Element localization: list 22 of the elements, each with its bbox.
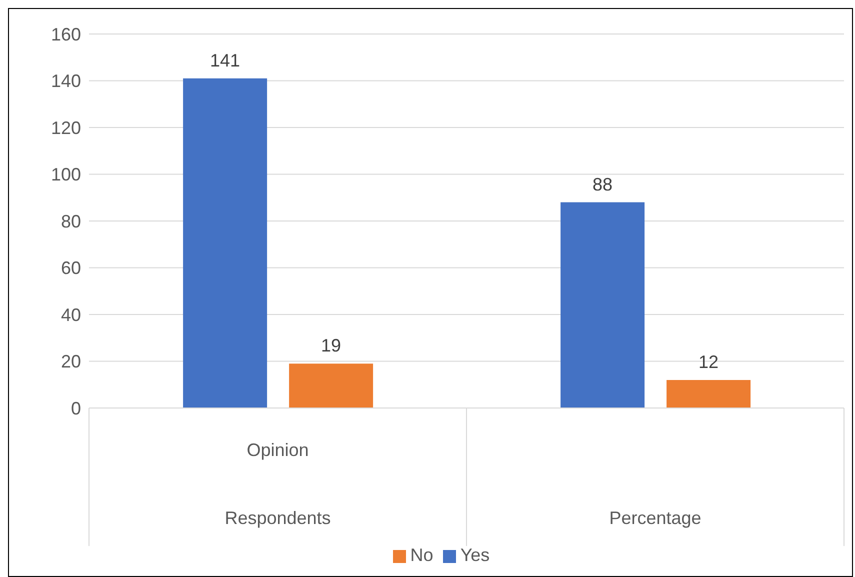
y-tick-label: 0 [70,398,81,418]
x-tick-label: Respondents [224,508,331,528]
y-tick-label: 100 [50,164,81,185]
bar [666,380,751,408]
data-label: 88 [592,174,613,194]
legend-label: Yes [460,545,490,565]
text: Opinion [246,440,309,460]
y-tick-label: 60 [60,258,81,278]
y-tick-label: 80 [60,211,81,232]
x-tick-label: Percentage [609,508,702,528]
data-label: 12 [698,352,719,372]
bar [183,78,268,408]
data-label: 19 [321,336,342,356]
legend-label: No [410,545,434,565]
y-tick-label: 20 [60,352,81,372]
data-label: 141 [210,50,240,70]
y-tick-label: 120 [50,118,81,138]
y-tick-label: 40 [60,304,81,325]
y-tick-label: 140 [50,71,81,92]
bar [289,364,374,408]
bar [560,202,645,408]
y-tick-label: 160 [50,24,81,44]
